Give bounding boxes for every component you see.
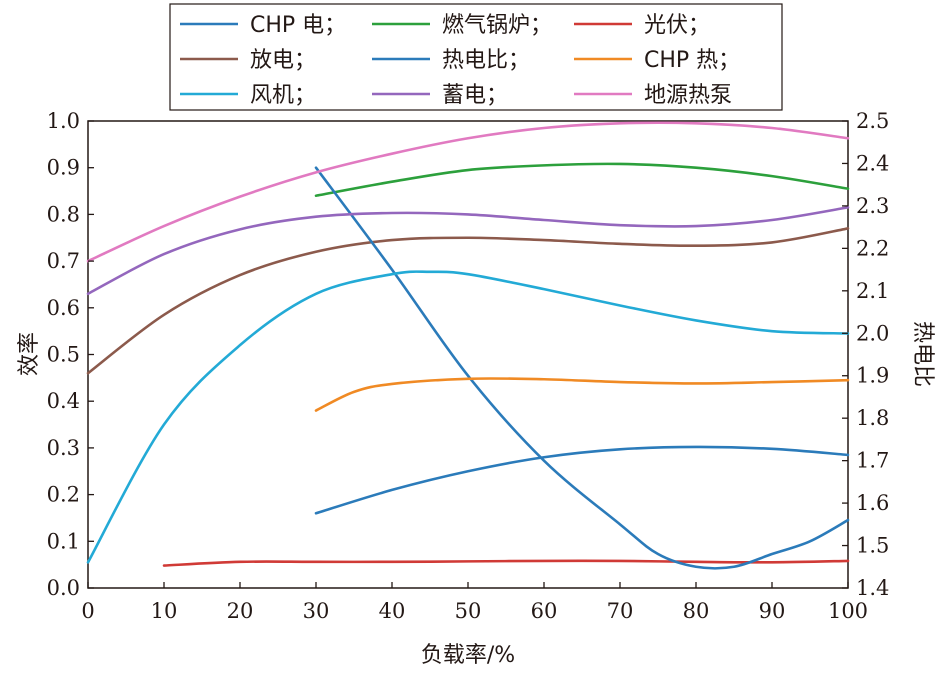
- series-line-3: [86, 227, 850, 375]
- y-left-axis-title: 效率: [17, 332, 42, 376]
- series-line-2: [162, 559, 850, 567]
- legend-box: [169, 3, 783, 111]
- x-tick-label: 50: [455, 599, 482, 623]
- legend-label: 光伏；: [644, 13, 710, 38]
- series-line-8: [86, 121, 850, 263]
- series-line-5: [314, 377, 850, 412]
- series-line-6: [86, 270, 850, 564]
- legend-label: 热电比；: [442, 48, 530, 73]
- y-left-tick-label: 0.6: [47, 296, 80, 320]
- y-right-tick-label: 2.5: [856, 109, 889, 133]
- legend-label: CHP 热；: [644, 48, 740, 73]
- y-left-tick-label: 0.7: [47, 249, 80, 273]
- y-right-tick-label: 1.8: [856, 406, 889, 430]
- x-axis-ticks: 0 10 20 30 40 50 60 70 80 90 100: [81, 582, 868, 623]
- x-tick-label: 40: [379, 599, 406, 623]
- y-left-tick-label: 0.4: [47, 389, 80, 413]
- y-right-axis-ticks: 1.4 1.5 1.6 1.7 1.8 1.9 2.0 2.1 2.2 2.3 2.4 2.5: [842, 109, 889, 600]
- y-right-tick-label: 2.3: [856, 194, 889, 218]
- x-tick-label: 90: [759, 599, 786, 623]
- y-right-axis-title: 热电比: [910, 321, 935, 387]
- y-right-tick-label: 2.0: [856, 321, 889, 345]
- x-tick-label: 30: [303, 599, 330, 623]
- legend-label: 蓄电；: [442, 83, 508, 108]
- y-left-tick-label: 0.2: [47, 483, 80, 507]
- series-line-7: [86, 206, 850, 296]
- x-tick-label: 60: [531, 599, 558, 623]
- y-right-tick-label: 1.9: [856, 364, 889, 388]
- y-right-tick-label: 1.4: [856, 576, 889, 600]
- x-tick-label: 100: [828, 599, 868, 623]
- y-right-tick-label: 2.1: [856, 279, 889, 303]
- legend-label: 地源热泵: [644, 83, 732, 108]
- y-left-tick-label: 0.9: [47, 156, 80, 180]
- y-left-tick-label: 0.0: [47, 576, 80, 600]
- series-line-0: [314, 445, 850, 515]
- legend-label: CHP 电；: [250, 13, 346, 38]
- y-right-tick-label: 1.6: [856, 491, 889, 515]
- y-left-tick-label: 0.3: [47, 436, 80, 460]
- y-left-tick-label: 0.1: [47, 529, 80, 553]
- plot-frame: [87, 120, 849, 589]
- y-left-tick-label: 0.5: [47, 343, 80, 367]
- y-right-tick-label: 2.2: [856, 236, 889, 260]
- legend: CHP 电； 燃气锅炉； 光伏； 放电； 热电比； CHP 热； 风机； 蓄电； 地源热泵: [169, 3, 783, 111]
- x-axis-title: 负载率/%: [421, 643, 515, 668]
- y-left-tick-label: 1.0: [47, 109, 80, 133]
- x-tick-label: 20: [227, 599, 254, 623]
- y-left-tick-label: 0.8: [47, 202, 80, 226]
- legend-label: 放电；: [250, 48, 316, 73]
- series-line-4: [314, 166, 850, 570]
- x-tick-label: 80: [683, 599, 710, 623]
- x-tick-label: 70: [607, 599, 634, 623]
- x-tick-label: 10: [151, 599, 178, 623]
- y-right-tick-label: 1.5: [856, 534, 889, 558]
- x-tick-label: 0: [81, 599, 94, 623]
- series-lines: [86, 121, 850, 570]
- legend-label: 风机；: [250, 83, 316, 108]
- y-right-tick-label: 1.7: [856, 449, 889, 473]
- series-line-1: [314, 162, 850, 198]
- y-left-axis-ticks: 0.0 0.1 0.2 0.3 0.4 0.5 0.6 0.7 0.8 0.9 1.0: [47, 109, 94, 600]
- y-right-tick-label: 2.4: [856, 151, 889, 175]
- legend-label: 燃气锅炉；: [442, 13, 552, 38]
